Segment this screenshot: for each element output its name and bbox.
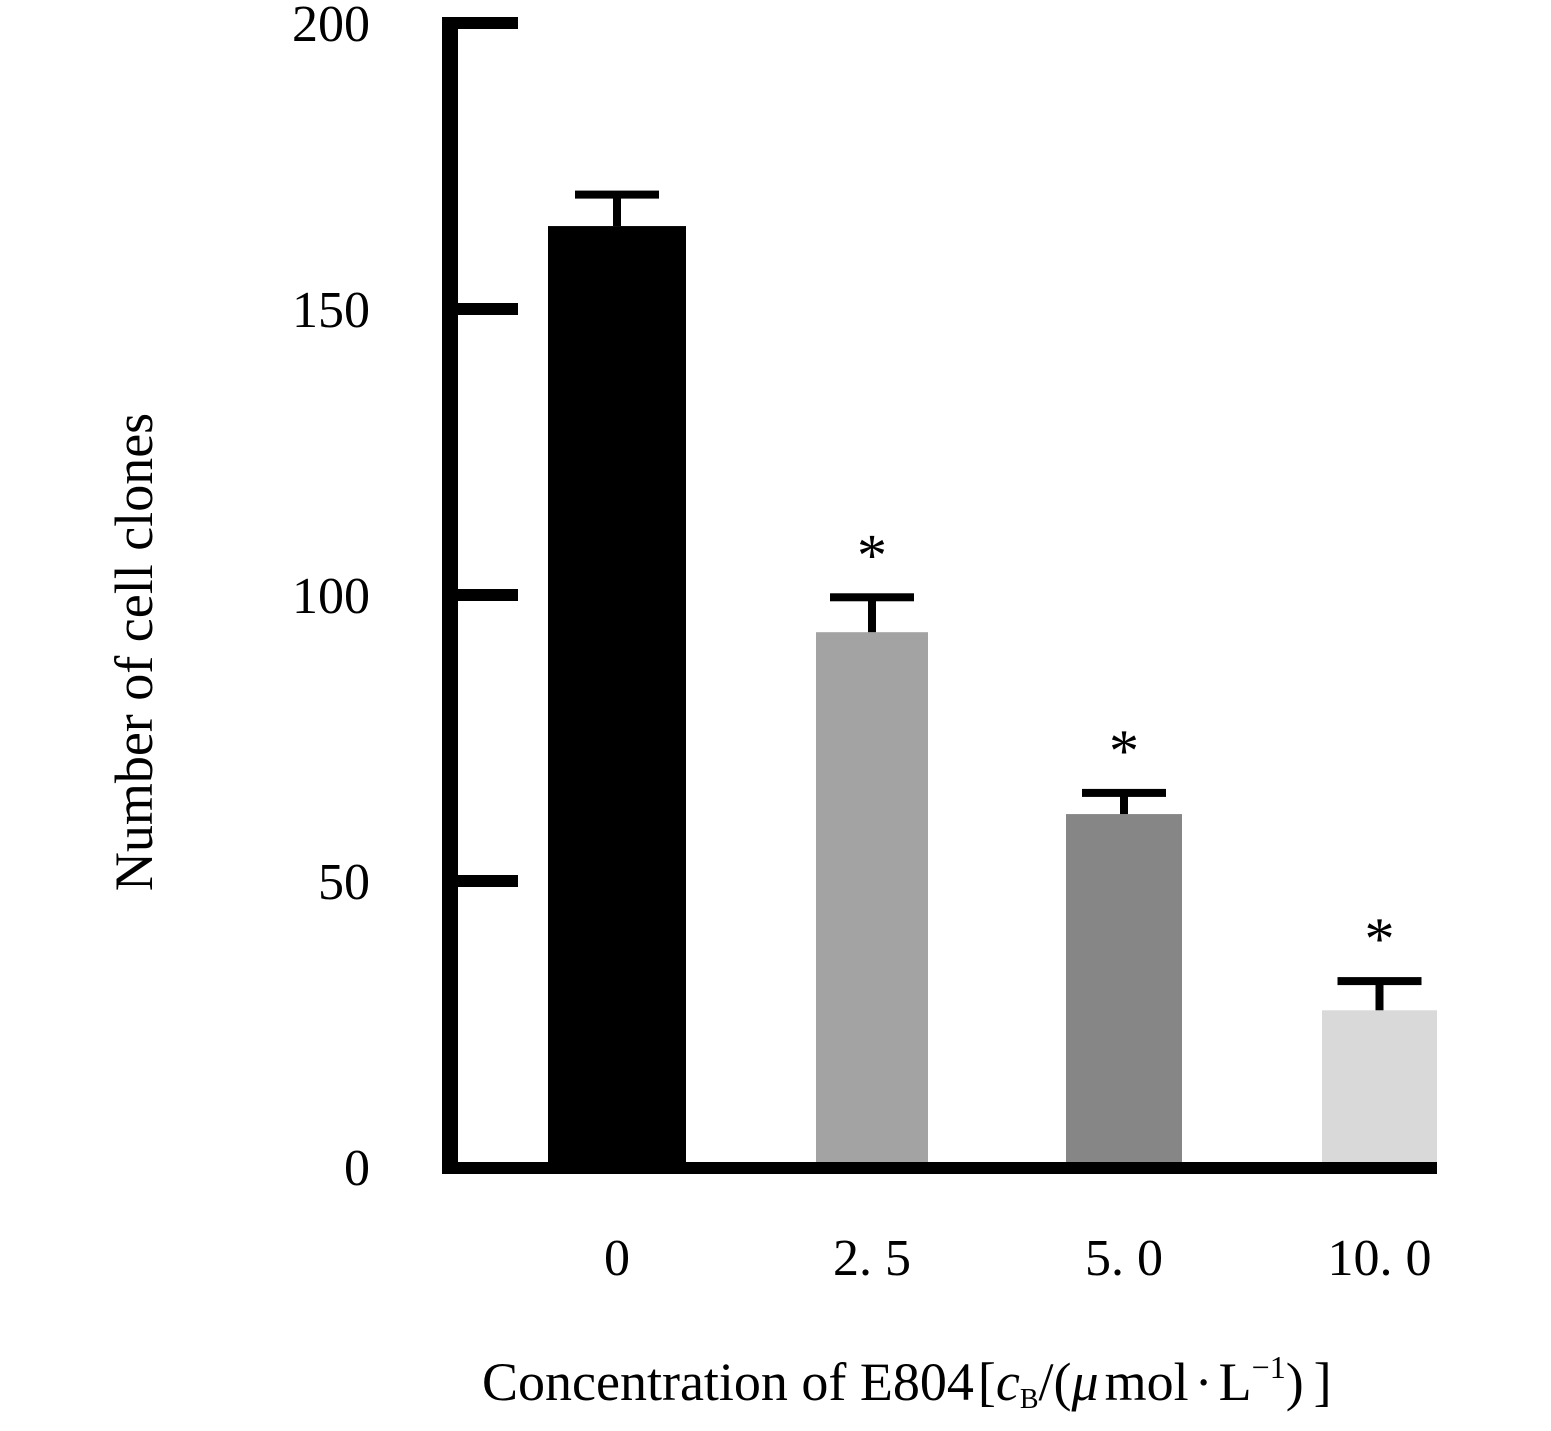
significance-markers: * * * [857,522,1395,972]
x-axis-title-exponent: −1 [1252,1349,1286,1385]
significance-asterisk: * [1365,906,1395,972]
x-axis-title-dot: · [1195,1352,1213,1412]
y-tick-label: 50 [318,854,370,911]
y-tick-mark [450,303,518,315]
x-tick-label: 10. 0 [1328,1230,1432,1287]
y-axis-ticks: 0 50 100 150 200 [292,0,518,1197]
x-axis-line [442,1162,1437,1174]
error-bar-stem [1375,981,1384,1011]
x-axis-title-open-bracket: [ [978,1352,996,1412]
error-bar-stem [1120,792,1128,815]
x-axis-title-mu: μ [1071,1352,1099,1412]
y-tick-label: 150 [292,282,370,339]
x-tick-label: 2. 5 [833,1230,911,1287]
y-axis-line [442,17,458,1174]
x-tick-label: 0 [604,1230,630,1287]
error-bar-cap [1337,977,1422,986]
x-axis-title: Concentration of E804[cB/(μ mol · L−1)] [482,1349,1332,1415]
y-tick-mark [450,589,518,601]
y-tick-mark [450,17,518,29]
y-tick-label: 200 [292,0,370,53]
bar [548,226,686,1167]
x-axis-title-var: c [996,1352,1020,1412]
x-axis-title-unit: mol [1105,1352,1189,1412]
x-axis-title-main: Concentration of E804 [482,1352,974,1412]
x-tick-label: 5. 0 [1085,1230,1163,1287]
y-axis-title: Number of cell clones [104,413,164,891]
bar [1066,814,1182,1167]
x-axis-title-close-bracket: ] [1314,1352,1332,1412]
error-bar-cap [830,593,914,602]
error-bar-cap [575,190,659,199]
significance-asterisk: * [1109,718,1139,784]
bars [548,226,1437,1167]
x-axis-title-var-sub: B [1020,1384,1039,1415]
error-bar-stem [613,194,621,227]
error-bars [575,190,1422,1011]
error-bar-cap [1082,788,1166,797]
bar [1322,1010,1437,1167]
x-axis-title-unit-l: L [1219,1352,1252,1412]
x-axis-title-slash-paren: /( [1039,1352,1072,1412]
bar [816,632,928,1167]
x-axis-tick-labels: 0 2. 5 5. 0 10. 0 [604,1230,1432,1287]
y-tick-mark [450,875,518,887]
x-axis-title-close-paren: ) [1286,1352,1304,1412]
error-bar-stem [868,597,876,633]
y-tick-label: 100 [292,568,370,625]
y-tick-label: 0 [344,1140,370,1197]
significance-asterisk: * [857,522,887,588]
